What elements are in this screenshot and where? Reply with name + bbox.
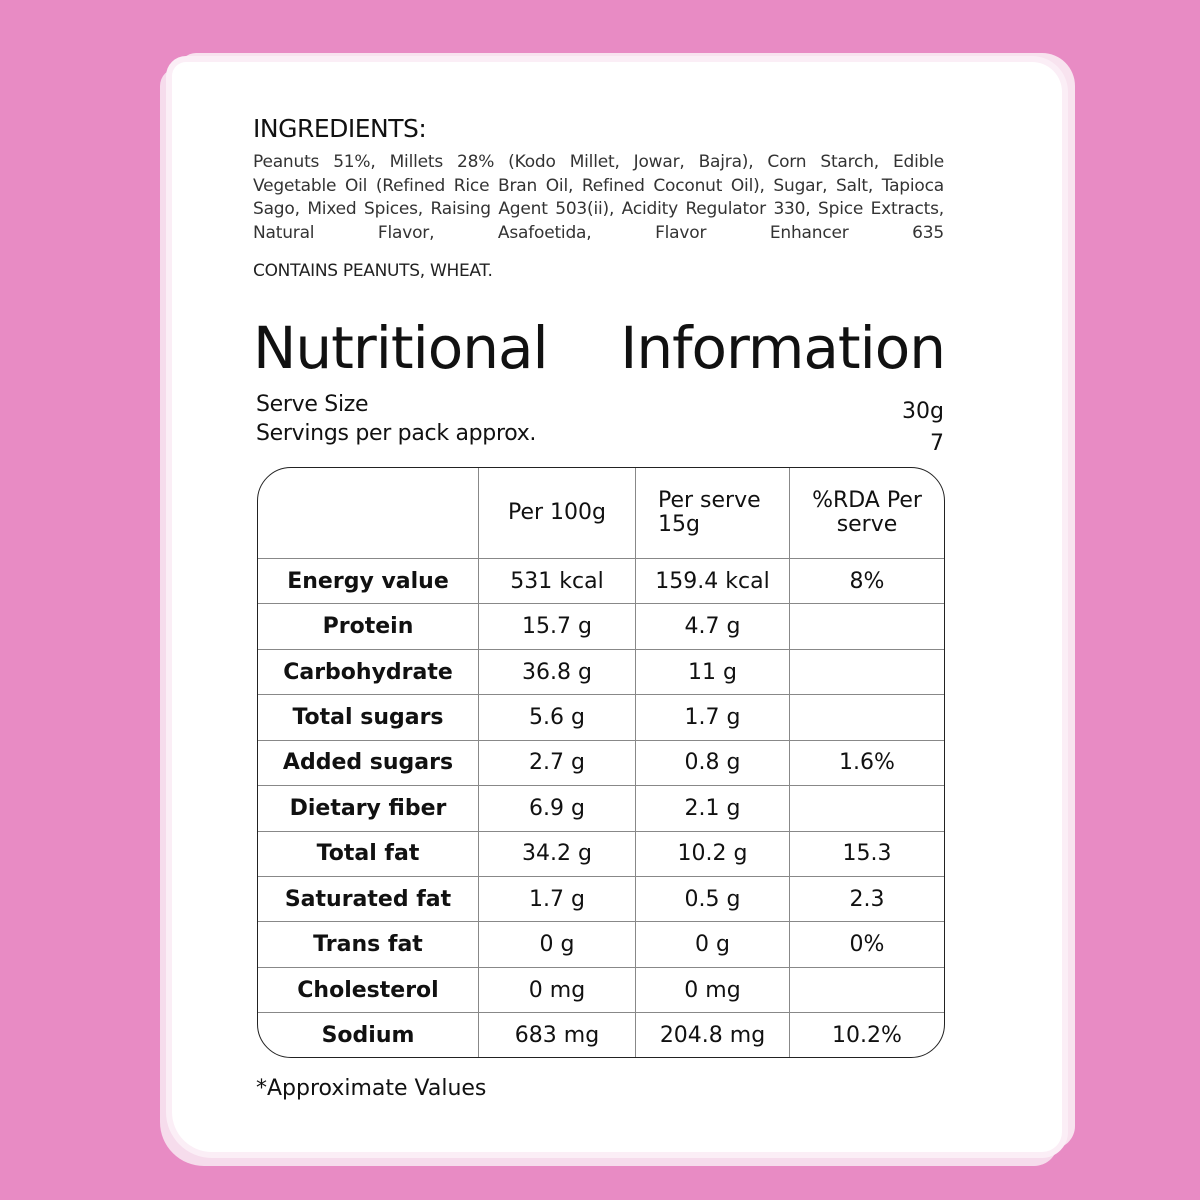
header-per-100g: Per 100g	[479, 468, 636, 559]
per-serve-value: 0.8 g	[636, 740, 790, 787]
per-100g-value: 683 mg	[479, 1013, 636, 1057]
ingredients-title: INGREDIENTS:	[253, 114, 427, 143]
nutrient-name: Sodium	[258, 1013, 479, 1057]
per-100g-value: 36.8 g	[479, 649, 636, 696]
serve-size-label: Serve Size	[256, 392, 369, 417]
nutrient-name: Energy value	[258, 559, 479, 605]
table-header-row: Per 100g Per serve 15g %RDA Per serve	[258, 468, 944, 559]
per-serve-value: 0 mg	[636, 967, 790, 1014]
rda-value: 2.3	[790, 877, 944, 923]
table-row: Cholesterol 0 mg 0 mg	[258, 967, 944, 1014]
per-serve-value: 0 g	[636, 922, 790, 968]
serve-size-value: 30g	[902, 399, 944, 424]
header-rda: %RDA Per serve	[790, 468, 944, 559]
rda-value: 15.3	[790, 832, 944, 877]
rda-value: 1.6%	[790, 741, 944, 787]
servings-value: 7	[930, 431, 944, 456]
nutrition-table: Per 100g Per serve 15g %RDA Per serve En…	[257, 467, 945, 1058]
per-serve-value: 11 g	[636, 649, 790, 696]
header-nutrient	[258, 468, 479, 559]
per-100g-value: 0 g	[479, 922, 636, 968]
table-row: Energy value 531 kcal 159.4 kcal 8%	[258, 559, 944, 605]
rda-value	[790, 968, 944, 1014]
per-serve-value: 2.1 g	[636, 786, 790, 832]
nutrient-name: Dietary fiber	[258, 786, 479, 832]
serving-values: 30g 7	[902, 396, 944, 460]
table-row: Total fat 34.2 g 10.2 g 15.3	[258, 831, 944, 877]
footnote: *Approximate Values	[256, 1076, 487, 1101]
nutrient-name: Saturated fat	[258, 876, 479, 923]
per-serve-value: 204.8 mg	[636, 1013, 790, 1057]
table-row: Protein 15.7 g 4.7 g	[258, 604, 944, 650]
table-row: Sodium 683 mg 204.8 mg 10.2%	[258, 1013, 944, 1057]
rda-value	[790, 650, 944, 696]
allergen-statement: CONTAINS PEANUTS, WHEAT.	[253, 261, 493, 281]
header-per-serve: Per serve 15g	[636, 468, 790, 559]
ingredients-text: Peanuts 51%, Millets 28% (Kodo Millet, J…	[253, 152, 944, 243]
per-100g-value: 15.7 g	[479, 604, 636, 650]
rda-value	[790, 786, 944, 832]
table-row: Total sugars 5.6 g 1.7 g	[258, 695, 944, 741]
rda-value	[790, 695, 944, 741]
rda-value	[790, 604, 944, 650]
rda-value: 0%	[790, 922, 944, 968]
nutrient-name: Trans fat	[258, 922, 479, 968]
per-100g-value: 531 kcal	[479, 559, 636, 605]
table-row: Added sugars 2.7 g 0.8 g 1.6%	[258, 740, 944, 787]
table-row: Carbohydrate 36.8 g 11 g	[258, 649, 944, 696]
per-serve-value: 1.7 g	[636, 695, 790, 741]
per-100g-value: 34.2 g	[479, 831, 636, 877]
per-serve-value: 10.2 g	[636, 831, 790, 877]
label-panel	[172, 62, 1062, 1152]
rda-value: 8%	[790, 559, 944, 605]
per-100g-value: 5.6 g	[479, 695, 636, 741]
nutrient-name: Cholesterol	[258, 967, 479, 1014]
per-100g-value: 0 mg	[479, 967, 636, 1014]
nutrient-name: Total sugars	[258, 695, 479, 741]
per-100g-value: 2.7 g	[479, 740, 636, 787]
table-row: Dietary fiber 6.9 g 2.1 g	[258, 786, 944, 832]
servings-label: Servings per pack approx.	[256, 421, 537, 446]
per-serve-value: 4.7 g	[636, 604, 790, 650]
nutrient-name: Total fat	[258, 831, 479, 877]
per-100g-value: 1.7 g	[479, 876, 636, 923]
table-row: Saturated fat 1.7 g 0.5 g 2.3	[258, 876, 944, 923]
per-100g-value: 6.9 g	[479, 786, 636, 832]
per-serve-value: 0.5 g	[636, 876, 790, 923]
rda-value: 10.2%	[832, 1022, 902, 1048]
per-serve-value: 159.4 kcal	[636, 559, 790, 605]
nutrient-name: Protein	[258, 604, 479, 650]
nutrition-title: Nutritional Information	[253, 314, 946, 382]
nutrient-name: Carbohydrate	[258, 649, 479, 696]
nutrient-name: Added sugars	[258, 740, 479, 787]
serving-labels: Serve Size Servings per pack approx.	[256, 390, 536, 448]
